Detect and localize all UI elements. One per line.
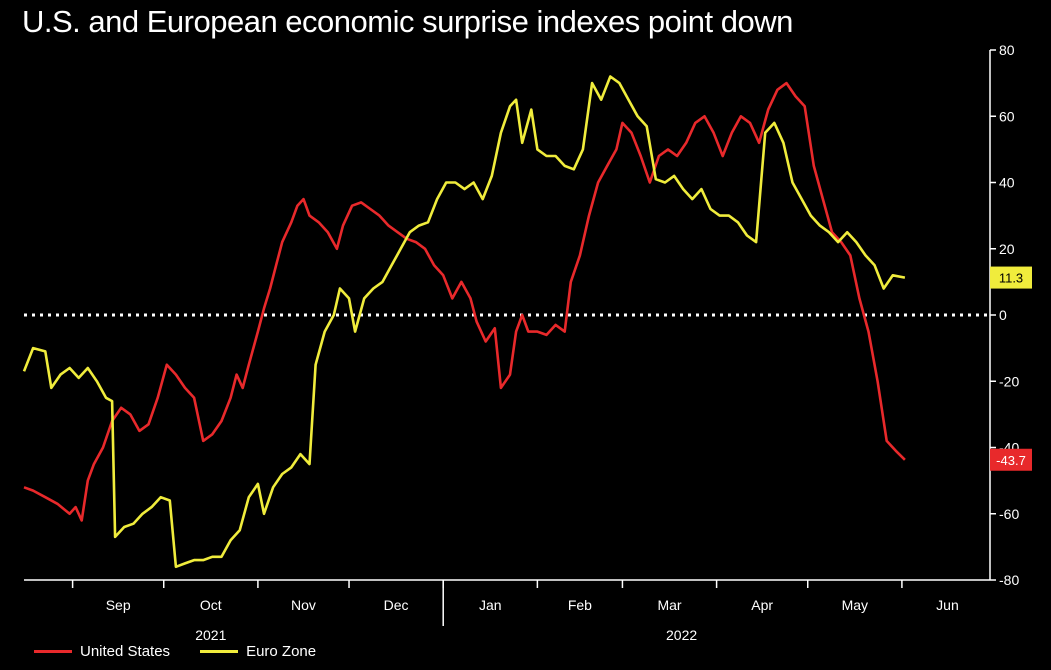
series-line-united-states [23, 81, 906, 522]
y-tick-label: 60 [999, 108, 1015, 124]
legend-swatch-united-states [34, 650, 72, 653]
legend-swatch-euro-zone [200, 650, 239, 653]
x-tick-label: Mar [657, 597, 681, 613]
x-tick-label: Nov [291, 597, 316, 613]
legend-item-united-states: United States [34, 643, 170, 660]
x-tick-label: Sep [106, 597, 131, 613]
year-label-2021: 2021 [195, 627, 226, 643]
legend-label-united-states: United States [80, 643, 171, 660]
end-label-box-united-states [990, 448, 1032, 471]
end-labels: -43.7 11.3 [990, 266, 1032, 471]
legend: United States Euro Zone [34, 643, 316, 660]
end-label-euro-zone: 11.3 [999, 271, 1023, 286]
x-tick-label: Jan [479, 597, 502, 613]
legend-item-euro-zone: Euro Zone [200, 643, 316, 660]
y-tick-label: -20 [999, 373, 1019, 389]
series-line-euro-zone [22, 75, 906, 569]
end-label-box-euro-zone [990, 266, 1032, 289]
chart-title: U.S. and European economic surprise inde… [22, 4, 793, 39]
y-tick-label: -60 [999, 506, 1019, 522]
x-tick-label: Dec [384, 597, 409, 613]
y-tick-label: -80 [999, 572, 1019, 588]
y-tick-label: 80 [999, 42, 1015, 58]
x-tick-label: May [842, 597, 868, 613]
legend-label-euro-zone: Euro Zone [246, 643, 317, 660]
end-label-united-states: -43.7 [996, 453, 1026, 468]
x-tick-label: Jun [936, 597, 959, 613]
y-tick-label: 20 [999, 241, 1015, 257]
x-tick-label: Apr [751, 597, 773, 613]
x-tick-label: Oct [200, 597, 222, 613]
y-tick-label: 0 [999, 307, 1007, 323]
y-tick-label: 40 [999, 175, 1015, 191]
year-label-2022: 2022 [666, 627, 697, 643]
series-group [22, 75, 906, 569]
x-tick-label: Feb [568, 597, 592, 613]
